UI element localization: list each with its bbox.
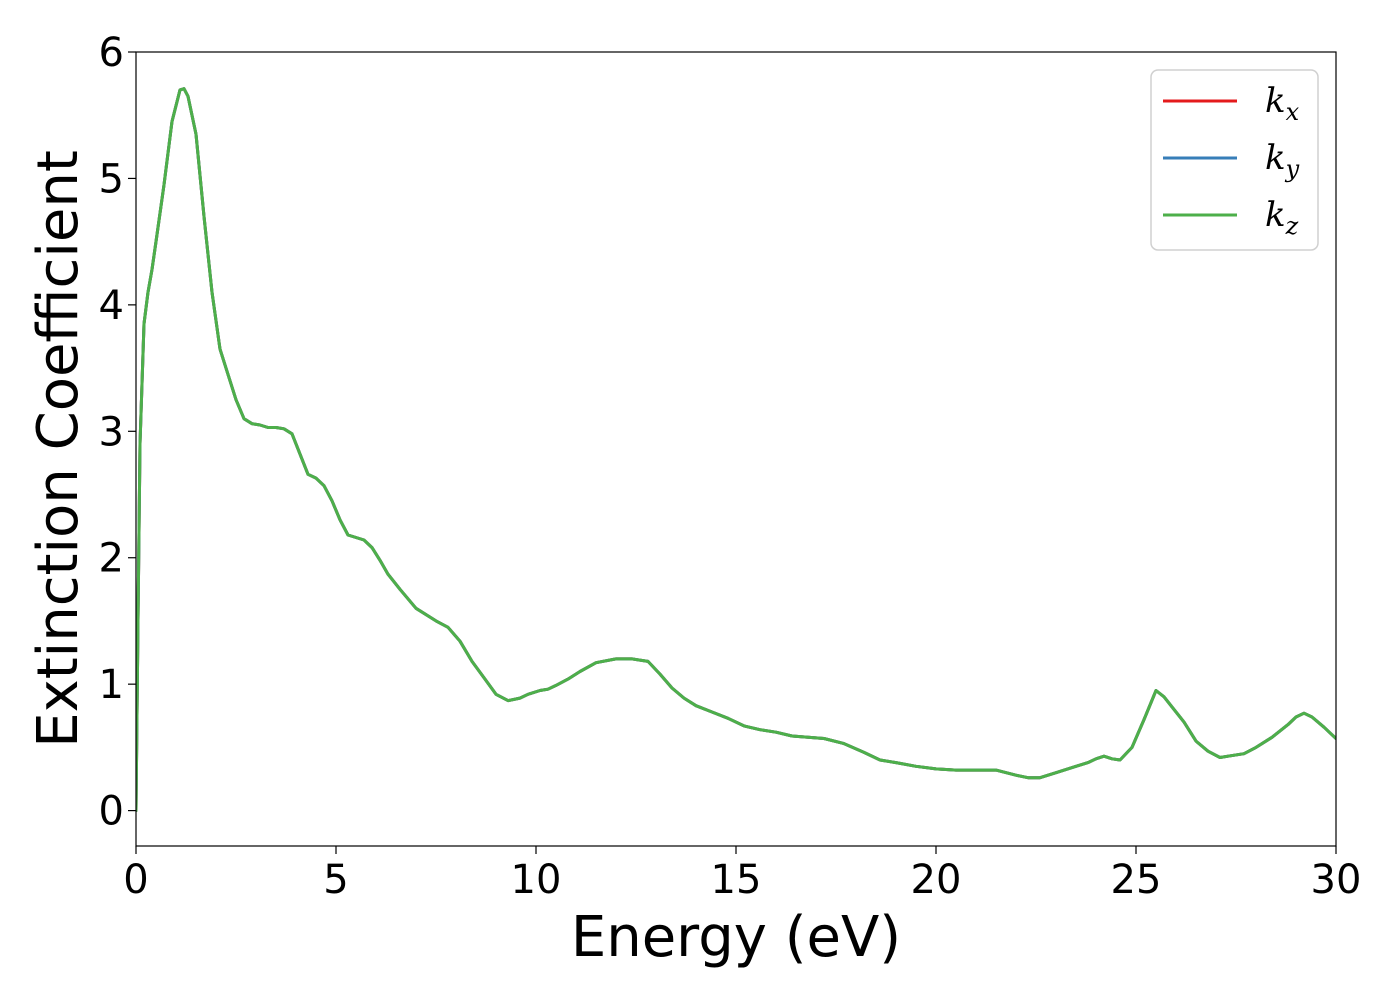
y-axis-title: Extinction Coefficient [26,150,91,748]
x-tick-label: 15 [711,857,762,903]
x-tick-label: 30 [1311,857,1362,903]
x-axis: 0 5 10 15 20 25 30 [123,846,1361,903]
legend-label-kz: kz [1265,195,1299,240]
series-layer [136,87,1336,813]
y-tick-label: 0 [99,789,124,835]
y-tick-label: 3 [99,409,124,455]
y-tick-label: 5 [99,156,124,202]
x-tick-label: 5 [323,857,348,903]
x-tick-label: 20 [911,857,962,903]
x-tick-label: 0 [123,857,148,903]
legend: kx ky kz [1150,69,1319,251]
series-line-kz [136,87,1336,813]
y-tick-label: 2 [99,536,124,582]
y-axis: 0 1 2 3 4 5 6 [99,30,136,835]
x-tick-label: 25 [1111,857,1162,903]
legend-box [1150,69,1319,251]
legend-label-ky: ky [1265,138,1300,183]
y-tick-label: 6 [99,30,124,76]
x-tick-label: 10 [511,857,562,903]
legend-label-kx: kx [1265,81,1300,126]
y-tick-label: 1 [99,662,124,708]
y-tick-label: 4 [99,283,124,329]
x-axis-title: Energy (eV) [571,905,901,970]
